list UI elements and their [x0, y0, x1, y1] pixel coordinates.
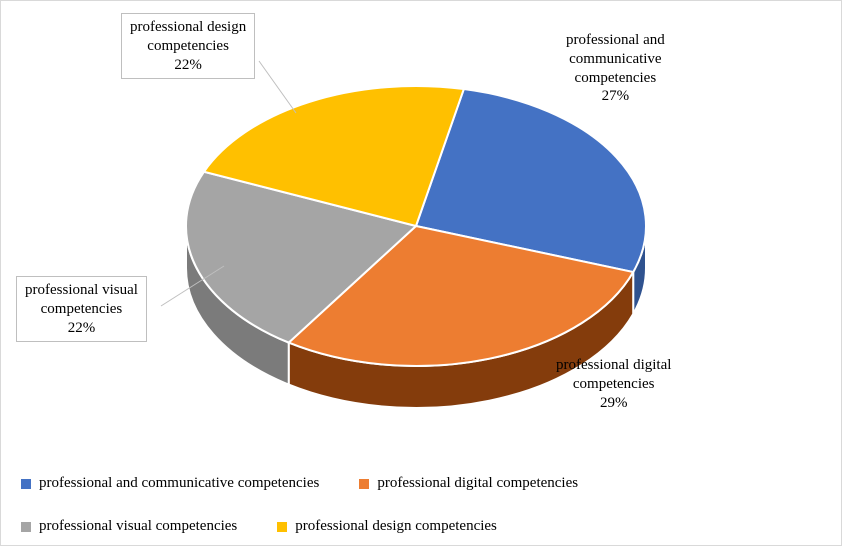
leader-line-design [259, 61, 296, 113]
legend-swatch [21, 522, 31, 532]
pie-chart-3d [1, 1, 841, 545]
legend-label: professional design competencies [295, 518, 497, 535]
legend-label: professional visual competencies [39, 518, 237, 535]
legend-item: professional visual competencies [21, 518, 237, 535]
legend-swatch [359, 479, 369, 489]
legend-label: professional digital competencies [377, 475, 578, 492]
legend: professional and communicative competenc… [21, 475, 821, 535]
legend-item: professional design competencies [277, 518, 497, 535]
legend-swatch [277, 522, 287, 532]
legend-item: professional and communicative competenc… [21, 475, 319, 492]
legend-label: professional and communicative competenc… [39, 475, 319, 492]
chart-frame: professional andcommunicativecompetencie… [0, 0, 842, 546]
legend-item: professional digital competencies [359, 475, 578, 492]
legend-swatch [21, 479, 31, 489]
